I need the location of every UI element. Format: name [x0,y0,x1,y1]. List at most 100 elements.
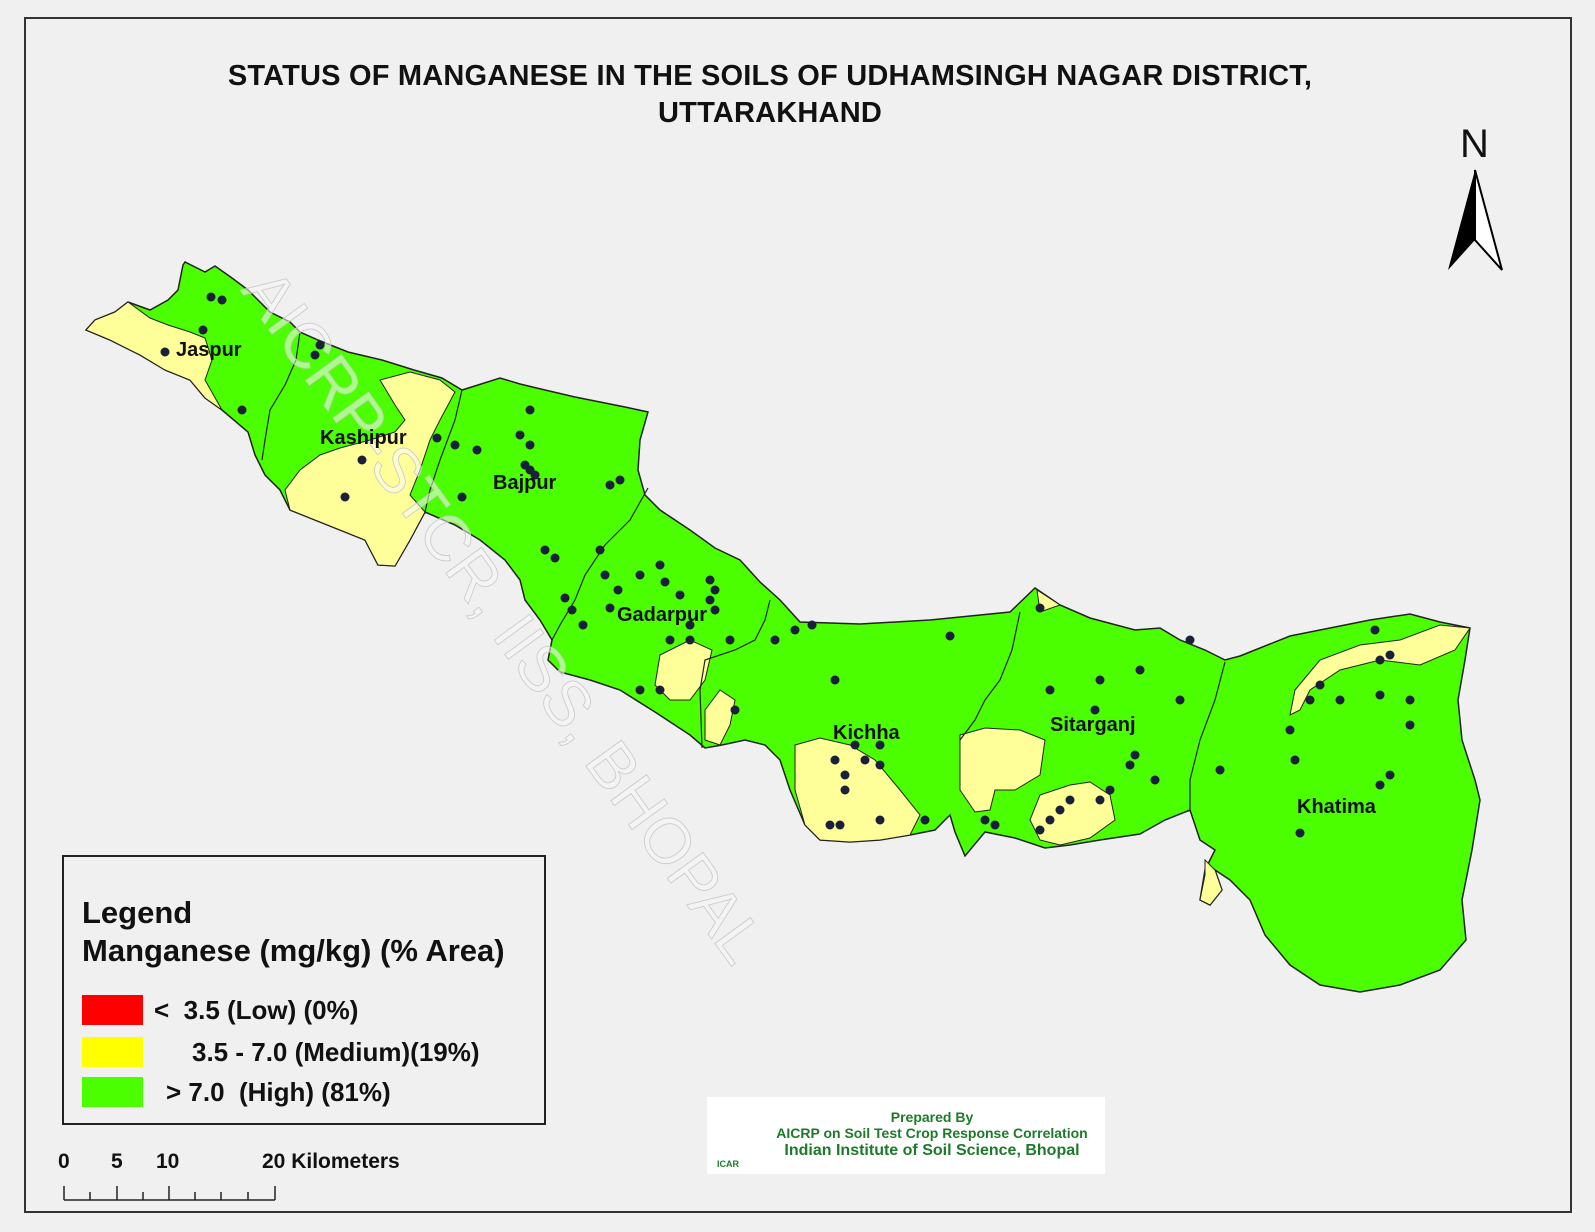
sample-point [1130,750,1140,760]
sample-point [450,440,460,450]
sample-point [830,755,840,765]
sample-point [600,570,610,580]
place-label-kashipur: Kashipur [320,427,407,449]
legend-heading: Legend [82,895,193,930]
legend-swatch-high [82,1077,143,1107]
legend-subheading: Manganese (mg/kg) (% Area) [82,933,505,968]
sample-point [525,440,535,450]
sample-point [807,620,817,630]
sample-point [675,590,685,600]
sample-point [315,340,325,350]
credits-line-1: Prepared By [890,1109,974,1125]
sample-point [1305,695,1315,705]
sample-point [1285,725,1295,735]
sample-point [875,760,885,770]
sample-point [840,770,850,780]
sample-point [613,585,623,595]
sample-point [840,785,850,795]
sample-point [1035,825,1045,835]
scale-bar [63,1186,276,1201]
north-label: N [1460,122,1489,166]
credits-line-3: Indian Institute of Soil Science, Bhopal [784,1142,1080,1159]
sample-point [1385,770,1395,780]
sample-point [850,740,860,750]
sample-point [357,455,367,465]
credits-box: ICAR Prepared By AICRP on Soil Test Crop… [707,1097,1105,1174]
sample-points [160,292,1415,838]
logo-caption: ICAR [717,1159,739,1169]
legend-label-low: < 3.5 (Low) (0%) [154,995,359,1025]
sample-point [1150,775,1160,785]
place-label-gadarpur: Gadarpur [617,604,708,626]
sample-point [1405,695,1415,705]
sample-point [1315,680,1325,690]
sample-point [550,553,560,563]
credits-text: Prepared By AICRP on Soil Test Crop Resp… [767,1109,1097,1161]
legend-swatch-low [82,995,143,1025]
sample-point [825,820,835,830]
sample-point [1370,625,1380,635]
sample-point [770,635,780,645]
sample-point [1035,603,1045,613]
sample-point [655,685,665,695]
sample-point [1055,805,1065,815]
sample-point [835,820,845,830]
sample-point [615,475,625,485]
sample-point [1185,635,1195,645]
title-line-1: STATUS OF MANGANESE IN THE SOILS OF UDHA… [227,60,1313,92]
sample-point [1215,765,1225,775]
sample-point [875,740,885,750]
sample-point [790,625,800,635]
sample-point [660,577,670,587]
credits-line-2: AICRP on Soil Test Crop Response Correla… [776,1125,1088,1141]
sample-point [705,595,715,605]
place-label-kichha: Kichha [833,722,900,744]
scale-label-5: 5 [111,1150,123,1173]
sample-point [980,815,990,825]
sample-point [1125,760,1135,770]
legend-label-high: > 7.0 (High) (81%) [166,1077,391,1107]
place-label-sitarganj: Sitarganj [1050,714,1136,736]
sample-point [860,755,870,765]
scale-label-10: 10 [156,1150,180,1173]
legend-swatch-medium [82,1037,143,1067]
scale-label-20: 20 Kilometers [262,1150,400,1173]
scale-label-0: 0 [58,1150,70,1173]
sample-point [1095,675,1105,685]
sample-point [1090,705,1100,715]
sample-point [1065,795,1075,805]
sample-point [457,492,467,502]
sample-point [198,325,208,335]
north-arrow-icon [1448,169,1503,271]
map-title: STATUS OF MANGANESE IN THE SOILS OF UDHA… [120,58,1420,132]
sample-point [605,603,615,613]
sample-point [515,430,525,440]
sample-point [920,815,930,825]
sample-point [990,820,1000,830]
sample-point [875,815,885,825]
sample-point [1375,690,1385,700]
sample-point [560,593,570,603]
place-label-khatima: Khatima [1297,796,1376,818]
sample-point [540,545,550,555]
sample-point [685,635,695,645]
sample-point [655,560,665,570]
sample-point [725,635,735,645]
sample-point [1375,655,1385,665]
sample-point [1095,795,1105,805]
sample-point [945,631,955,641]
sample-point [567,605,577,615]
place-label-jaspur: Jaspur [176,339,242,361]
sample-point [1375,780,1385,790]
sample-point [705,575,715,585]
sample-point [525,405,535,415]
sample-point [635,570,645,580]
title-line-2: UTTARAKHAND [658,97,882,129]
sample-point [1105,785,1115,795]
sample-point [635,685,645,695]
sample-point [1295,828,1305,838]
sample-point [217,295,227,305]
sample-point [206,292,216,302]
sample-point [160,347,170,357]
